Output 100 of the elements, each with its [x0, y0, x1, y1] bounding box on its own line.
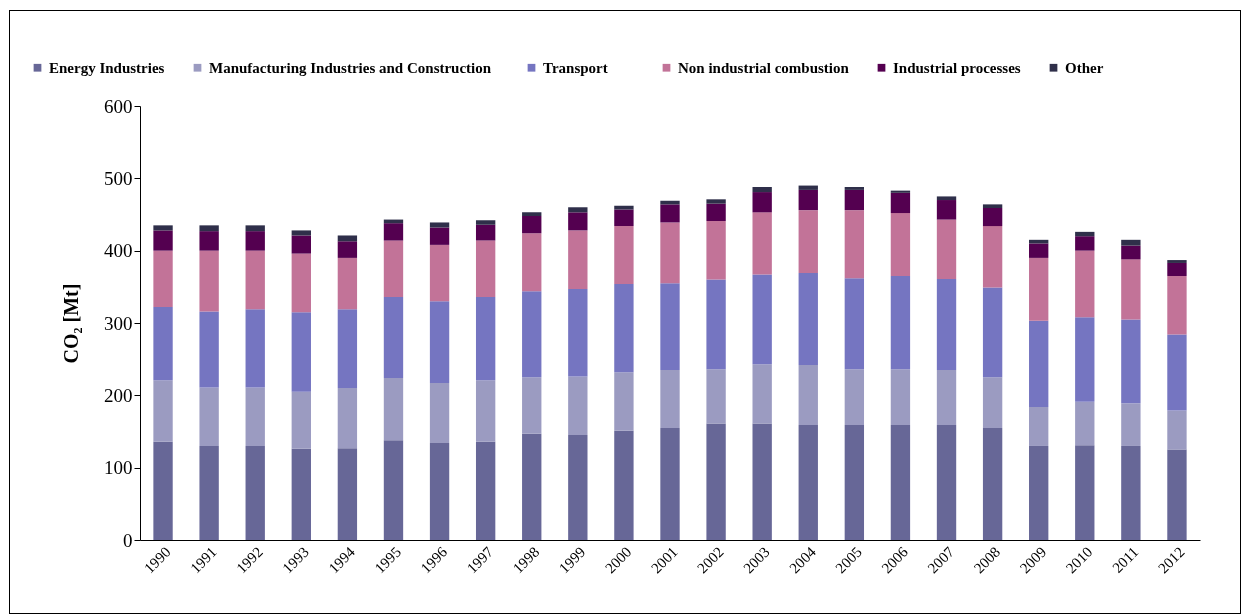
legend-label: Non industrial combustion [678, 59, 850, 76]
bar [475, 441, 496, 540]
y-tick-label: 300 [104, 312, 133, 334]
bar [890, 190, 911, 193]
bar [844, 369, 865, 425]
bar [429, 443, 450, 540]
bar [337, 257, 358, 310]
bar [522, 291, 542, 378]
bar [568, 376, 588, 436]
bar [1029, 257, 1049, 321]
bar [199, 225, 219, 232]
bar [706, 279, 726, 370]
bar [936, 278, 957, 371]
bar [1167, 275, 1187, 335]
bar [153, 230, 173, 251]
y-tick-label: 400 [104, 240, 133, 262]
bar [522, 215, 542, 234]
y-tick-label: 200 [104, 384, 133, 406]
bar [568, 289, 588, 377]
bar [475, 380, 496, 442]
bar [199, 311, 219, 388]
bar [475, 224, 496, 241]
bar [890, 424, 911, 540]
bar [844, 189, 865, 211]
bar [429, 227, 450, 245]
bar [1121, 259, 1141, 320]
bar [337, 448, 358, 540]
bar [291, 448, 311, 540]
bar [153, 250, 173, 308]
bar [982, 377, 1003, 428]
bar [660, 204, 680, 223]
bar [936, 424, 957, 540]
bar [245, 250, 265, 310]
bar [153, 225, 173, 231]
bar [890, 275, 911, 370]
bar [337, 241, 358, 258]
bar [936, 196, 957, 201]
bar [568, 230, 588, 289]
bar [982, 204, 1003, 208]
bar [660, 283, 680, 371]
bar [522, 233, 542, 292]
legend-label: Transport [543, 59, 608, 76]
legend-label: Other [1065, 59, 1104, 76]
bar [798, 189, 818, 211]
bar [890, 192, 911, 214]
bar [1121, 445, 1141, 540]
legend-label: Energy Industries [49, 59, 165, 76]
y-tick-label: 600 [104, 95, 133, 117]
bar [1167, 260, 1187, 263]
x-tick-label: 1993 [279, 543, 312, 577]
bar [936, 219, 957, 279]
bar [1167, 334, 1187, 411]
bar [291, 391, 311, 449]
y-tick-label: 100 [104, 457, 133, 479]
bar [660, 427, 680, 540]
bar [660, 222, 680, 284]
bar [199, 387, 219, 446]
bar [706, 221, 726, 280]
bar [982, 427, 1003, 540]
bar [1075, 250, 1095, 318]
bar [1121, 239, 1141, 246]
bar [291, 312, 311, 392]
bar [245, 231, 265, 251]
bar [706, 369, 726, 424]
bar [153, 307, 173, 381]
bar [752, 423, 772, 540]
bar [245, 225, 265, 232]
bar [383, 296, 404, 378]
bar [291, 253, 311, 313]
bar [1167, 410, 1187, 450]
bar [475, 240, 496, 297]
bar [153, 380, 173, 442]
bar [1075, 401, 1095, 446]
bar [522, 212, 542, 216]
bar [890, 369, 911, 425]
bar [1029, 406, 1049, 446]
bar [982, 226, 1003, 288]
x-tick-label: 2011 [1109, 543, 1142, 576]
bar [936, 200, 957, 220]
bar [337, 235, 358, 242]
bar [614, 372, 634, 431]
bar [1075, 317, 1095, 402]
bar [522, 377, 542, 434]
bar [429, 222, 450, 228]
bar [752, 212, 772, 275]
bar [383, 223, 404, 241]
bar [199, 445, 219, 540]
bar [706, 199, 726, 204]
bar [706, 203, 726, 222]
y-axis-title: CO₂ [Mt] [60, 283, 82, 364]
bar [752, 274, 772, 365]
bar [890, 213, 911, 276]
bar [568, 212, 588, 231]
bar [245, 445, 265, 540]
bar [798, 210, 818, 274]
bar [752, 187, 772, 193]
bar [475, 296, 496, 381]
bar [1121, 403, 1141, 446]
bar [1121, 319, 1141, 404]
legend-label: Manufacturing Industries and Construction [209, 59, 492, 76]
